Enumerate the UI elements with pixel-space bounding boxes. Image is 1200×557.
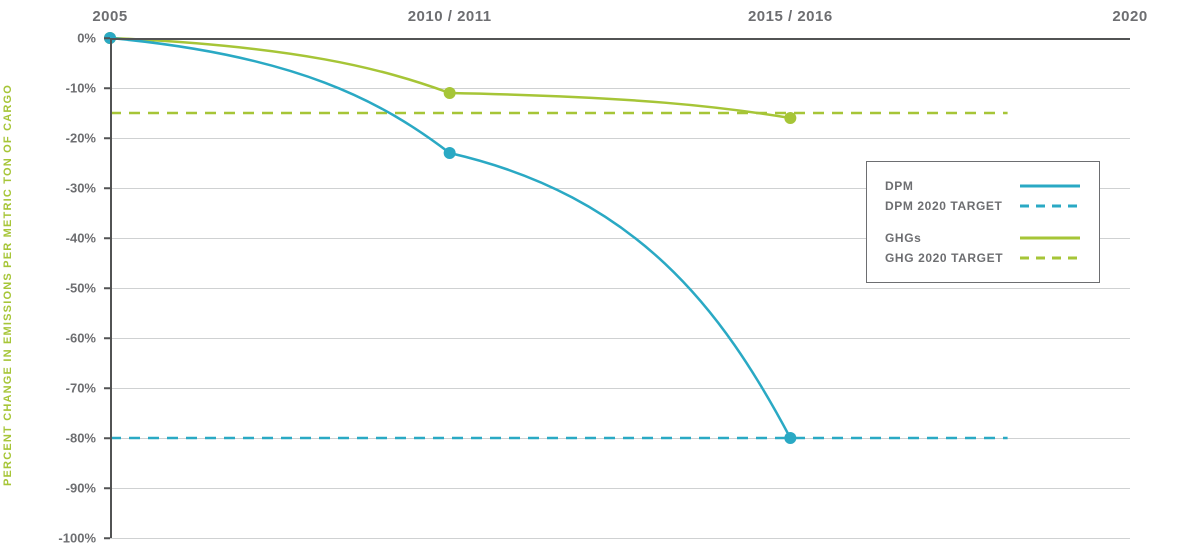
y-tick-label: 0%	[77, 31, 96, 46]
y-tick-mark	[104, 487, 110, 489]
chart-lines	[110, 38, 1130, 538]
y-tick-mark	[104, 537, 110, 539]
y-tick-label: -10%	[66, 81, 96, 96]
y-tick-label: -30%	[66, 181, 96, 196]
ghg-marker	[784, 112, 796, 124]
legend-item-ghg_target: GHG 2020 TARGET	[885, 248, 1081, 268]
y-tick-mark	[104, 387, 110, 389]
y-tick-label: -20%	[66, 131, 96, 146]
legend-swatch	[1019, 231, 1081, 245]
dpm-marker	[444, 147, 456, 159]
legend-swatch	[1019, 179, 1081, 193]
legend-swatch	[1019, 251, 1081, 265]
chart-legend: DPM DPM 2020 TARGET GHGs GHG 2020 TARGET	[866, 161, 1100, 283]
emissions-line-chart: PERCENT CHANGE IN EMISSIONS PER METRIC T…	[0, 0, 1200, 557]
x-tick-label: 2015 / 2016	[748, 8, 833, 25]
y-tick-label: -40%	[66, 231, 96, 246]
legend-swatch	[1019, 199, 1081, 213]
legend-label: DPM 2020 TARGET	[885, 199, 1005, 213]
y-tick-mark	[104, 87, 110, 89]
legend-label: DPM	[885, 179, 1005, 193]
y-tick-mark	[104, 337, 110, 339]
y-tick-label: -70%	[66, 381, 96, 396]
y-tick-mark	[104, 187, 110, 189]
plot-area: DPMDPM 2020 TARGETGHGsGHG 2020 TARGET 0%…	[110, 38, 1130, 538]
y-tick-mark	[104, 37, 110, 39]
y-tick-label: -50%	[66, 281, 96, 296]
x-axis-line	[110, 38, 1130, 40]
y-axis-title: PERCENT CHANGE IN EMISSIONS PER METRIC T…	[2, 83, 14, 485]
legend-item-ghg: GHGs	[885, 228, 1081, 248]
y-tick-label: -80%	[66, 431, 96, 446]
x-tick-label: 2010 / 2011	[408, 8, 492, 25]
legend-label: GHG 2020 TARGET	[885, 251, 1005, 265]
legend-label: GHGs	[885, 231, 1005, 245]
legend-item-dpm_target: DPM 2020 TARGET	[885, 196, 1081, 216]
y-tick-mark	[104, 437, 110, 439]
y-tick-mark	[104, 237, 110, 239]
y-axis-line	[110, 38, 112, 538]
ghg-line	[110, 38, 790, 118]
dpm-marker	[784, 432, 796, 444]
y-tick-mark	[104, 287, 110, 289]
legend-item-dpm: DPM	[885, 176, 1081, 196]
ghg-marker	[444, 87, 456, 99]
y-tick-label: -90%	[66, 481, 96, 496]
x-tick-label: 2020	[1112, 8, 1147, 25]
y-tick-label: -100%	[58, 531, 96, 546]
y-tick-mark	[104, 137, 110, 139]
x-tick-label: 2005	[92, 8, 127, 25]
y-tick-label: -60%	[66, 331, 96, 346]
